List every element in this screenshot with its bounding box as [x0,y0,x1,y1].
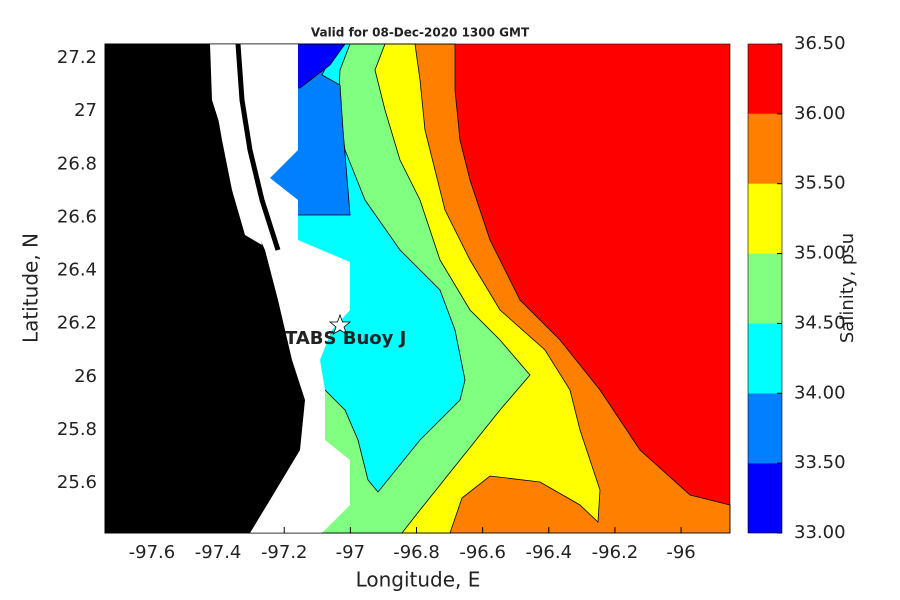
colorbar-swatch [748,183,782,254]
land [105,44,305,533]
colorbar-tick-label: 34.00 [794,382,846,403]
y-tick-label: 27 [74,100,97,121]
y-tick-label: 27.2 [57,47,97,68]
x-tick-label: -97.4 [195,542,242,563]
title: Valid for 08-Dec-2020 1300 GMT [311,26,530,40]
y-tick-label: 26.6 [57,206,97,227]
y-tick-label: 26.4 [57,260,97,281]
x-tick-label: -96.8 [393,542,440,563]
colorbar-tick-label: 36.00 [794,103,846,124]
x-tick-label: -97 [336,542,365,563]
colorbar-swatch [748,253,782,324]
x-tick-label: -97.2 [261,542,308,563]
x-tick-label: -97.6 [129,542,176,563]
colorbar-frame [747,43,783,534]
y-tick-label: 25.6 [57,472,97,493]
colorbar-tick-label: 35.50 [794,173,846,194]
colorbar-tick-label: 35.00 [794,243,846,264]
x-axis-label: Longitude, E [356,568,481,592]
colorbar-swatch [748,323,782,394]
lagoon [213,60,262,245]
colorbar-tick-label: 36.50 [794,33,846,54]
y-tick-label: 26.2 [57,313,97,334]
colorbar-swatch [748,44,782,114]
plot-area: TABS Buoy J-97.6 -97.4 -97.2 -97 -96.8 -96.6-… [57,43,731,563]
buoy-star [328,313,352,335]
colorbar-swatch [748,463,782,533]
colorbar-tick-label: 33.00 [794,522,846,543]
barrier-island [235,43,281,251]
y-tick-label: 25.8 [57,419,97,440]
colorbar-label: Salinity, psu [837,233,858,343]
y-tick-label: 26.8 [57,153,97,174]
colorbar: 33.00 33.50 34.00 34.50 35.00 35.50 36.00 36.50 [747,33,846,543]
x-tick-label: -96 [666,542,695,563]
buoy-label: TABS Buoy J [285,328,406,349]
colorbar-swatch [748,393,782,464]
colorbar-swatch [748,113,782,184]
y-tick-label: 26 [74,366,97,387]
y-axis-label: Latitude, N [19,233,43,343]
x-tick-label: -96.2 [592,542,639,563]
x-tick-label: -96.4 [525,542,572,563]
colorbar-tick-label: 34.50 [794,312,846,333]
plot-frame [104,43,731,534]
colorbar-tick-label: 33.50 [794,452,846,473]
x-tick-label: -96.6 [459,542,506,563]
